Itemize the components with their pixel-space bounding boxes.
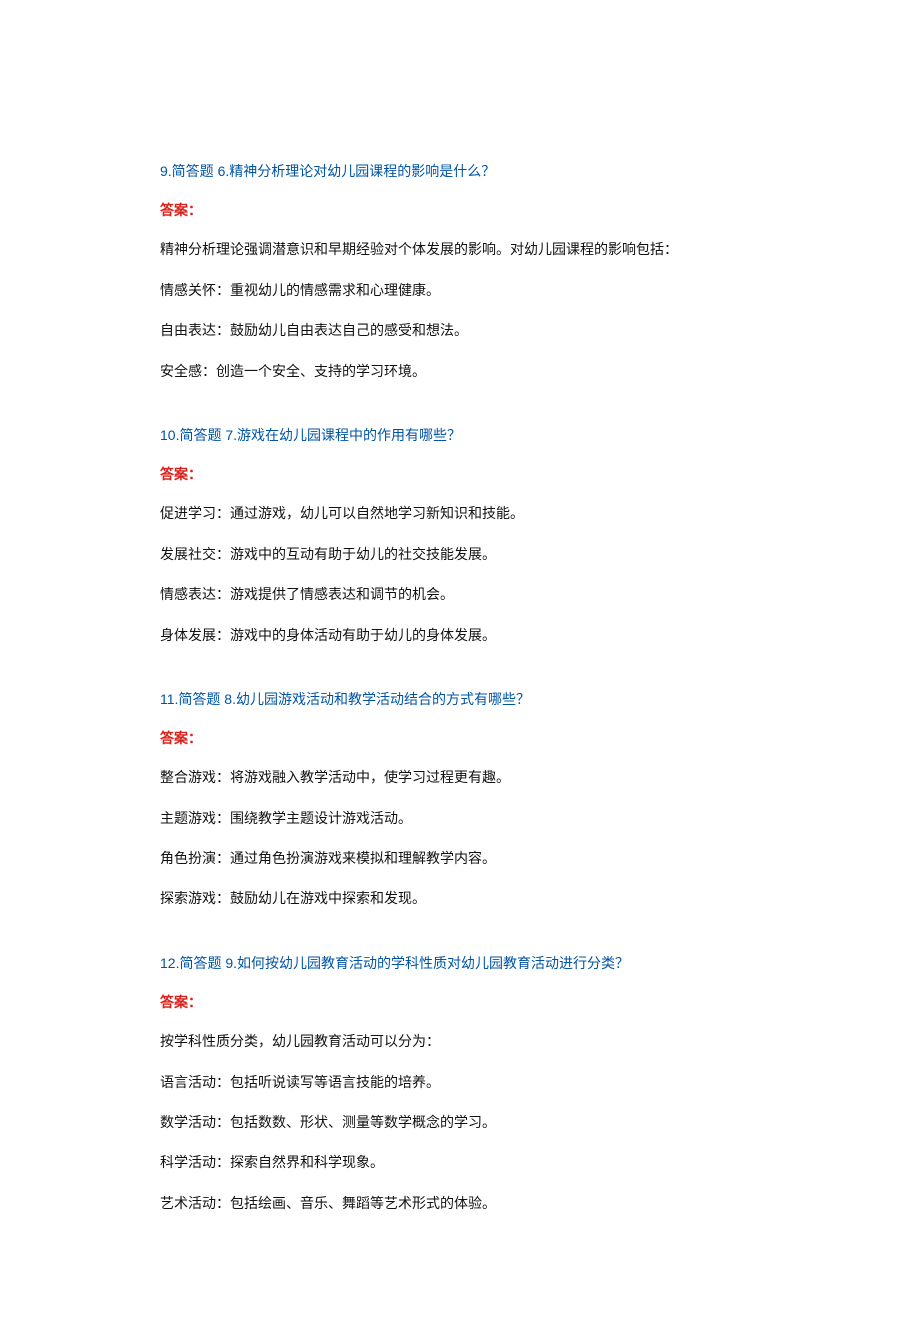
answer-label: 答案：	[160, 728, 760, 748]
answer-line: 精神分析理论强调潜意识和早期经验对个体发展的影响。对幼儿园课程的影响包括：	[160, 238, 760, 260]
answer-label: 答案：	[160, 464, 760, 484]
answer-line: 主题游戏：围绕教学主题设计游戏活动。	[160, 807, 760, 829]
question-block: 12.简答题 9.如何按幼儿园教育活动的学科性质对幼儿园教育活动进行分类？ 答案…	[160, 952, 760, 1214]
answer-line: 语言活动：包括听说读写等语言技能的培养。	[160, 1071, 760, 1093]
answer-line: 艺术活动：包括绘画、音乐、舞蹈等艺术形式的体验。	[160, 1192, 760, 1214]
answer-line: 数学活动：包括数数、形状、测量等数学概念的学习。	[160, 1111, 760, 1133]
answer-line: 情感表达：游戏提供了情感表达和调节的机会。	[160, 583, 760, 605]
answer-line: 整合游戏：将游戏融入教学活动中，使学习过程更有趣。	[160, 766, 760, 788]
question-title: 9.简答题 6.精神分析理论对幼儿园课程的影响是什么？	[160, 160, 760, 182]
question-block: 10.简答题 7.游戏在幼儿园课程中的作用有哪些？ 答案： 促进学习：通过游戏，…	[160, 424, 760, 646]
answer-line: 安全感：创造一个安全、支持的学习环境。	[160, 360, 760, 382]
document-page: 9.简答题 6.精神分析理论对幼儿园课程的影响是什么？ 答案： 精神分析理论强调…	[0, 0, 920, 1336]
question-title: 11.简答题 8.幼儿园游戏活动和教学活动结合的方式有哪些？	[160, 688, 760, 710]
answer-line: 科学活动：探索自然界和科学现象。	[160, 1151, 760, 1173]
answer-line: 角色扮演：通过角色扮演游戏来模拟和理解教学内容。	[160, 847, 760, 869]
answer-line: 情感关怀：重视幼儿的情感需求和心理健康。	[160, 279, 760, 301]
answer-line: 探索游戏：鼓励幼儿在游戏中探索和发现。	[160, 887, 760, 909]
question-title: 12.简答题 9.如何按幼儿园教育活动的学科性质对幼儿园教育活动进行分类？	[160, 952, 760, 974]
answer-line: 发展社交：游戏中的互动有助于幼儿的社交技能发展。	[160, 543, 760, 565]
question-block: 11.简答题 8.幼儿园游戏活动和教学活动结合的方式有哪些？ 答案： 整合游戏：…	[160, 688, 760, 910]
answer-line: 促进学习：通过游戏，幼儿可以自然地学习新知识和技能。	[160, 502, 760, 524]
answer-label: 答案：	[160, 200, 760, 220]
answer-line: 自由表达：鼓励幼儿自由表达自己的感受和想法。	[160, 319, 760, 341]
answer-label: 答案：	[160, 992, 760, 1012]
question-block: 9.简答题 6.精神分析理论对幼儿园课程的影响是什么？ 答案： 精神分析理论强调…	[160, 160, 760, 382]
answer-line: 身体发展：游戏中的身体活动有助于幼儿的身体发展。	[160, 624, 760, 646]
question-title: 10.简答题 7.游戏在幼儿园课程中的作用有哪些？	[160, 424, 760, 446]
answer-line: 按学科性质分类，幼儿园教育活动可以分为：	[160, 1030, 760, 1052]
